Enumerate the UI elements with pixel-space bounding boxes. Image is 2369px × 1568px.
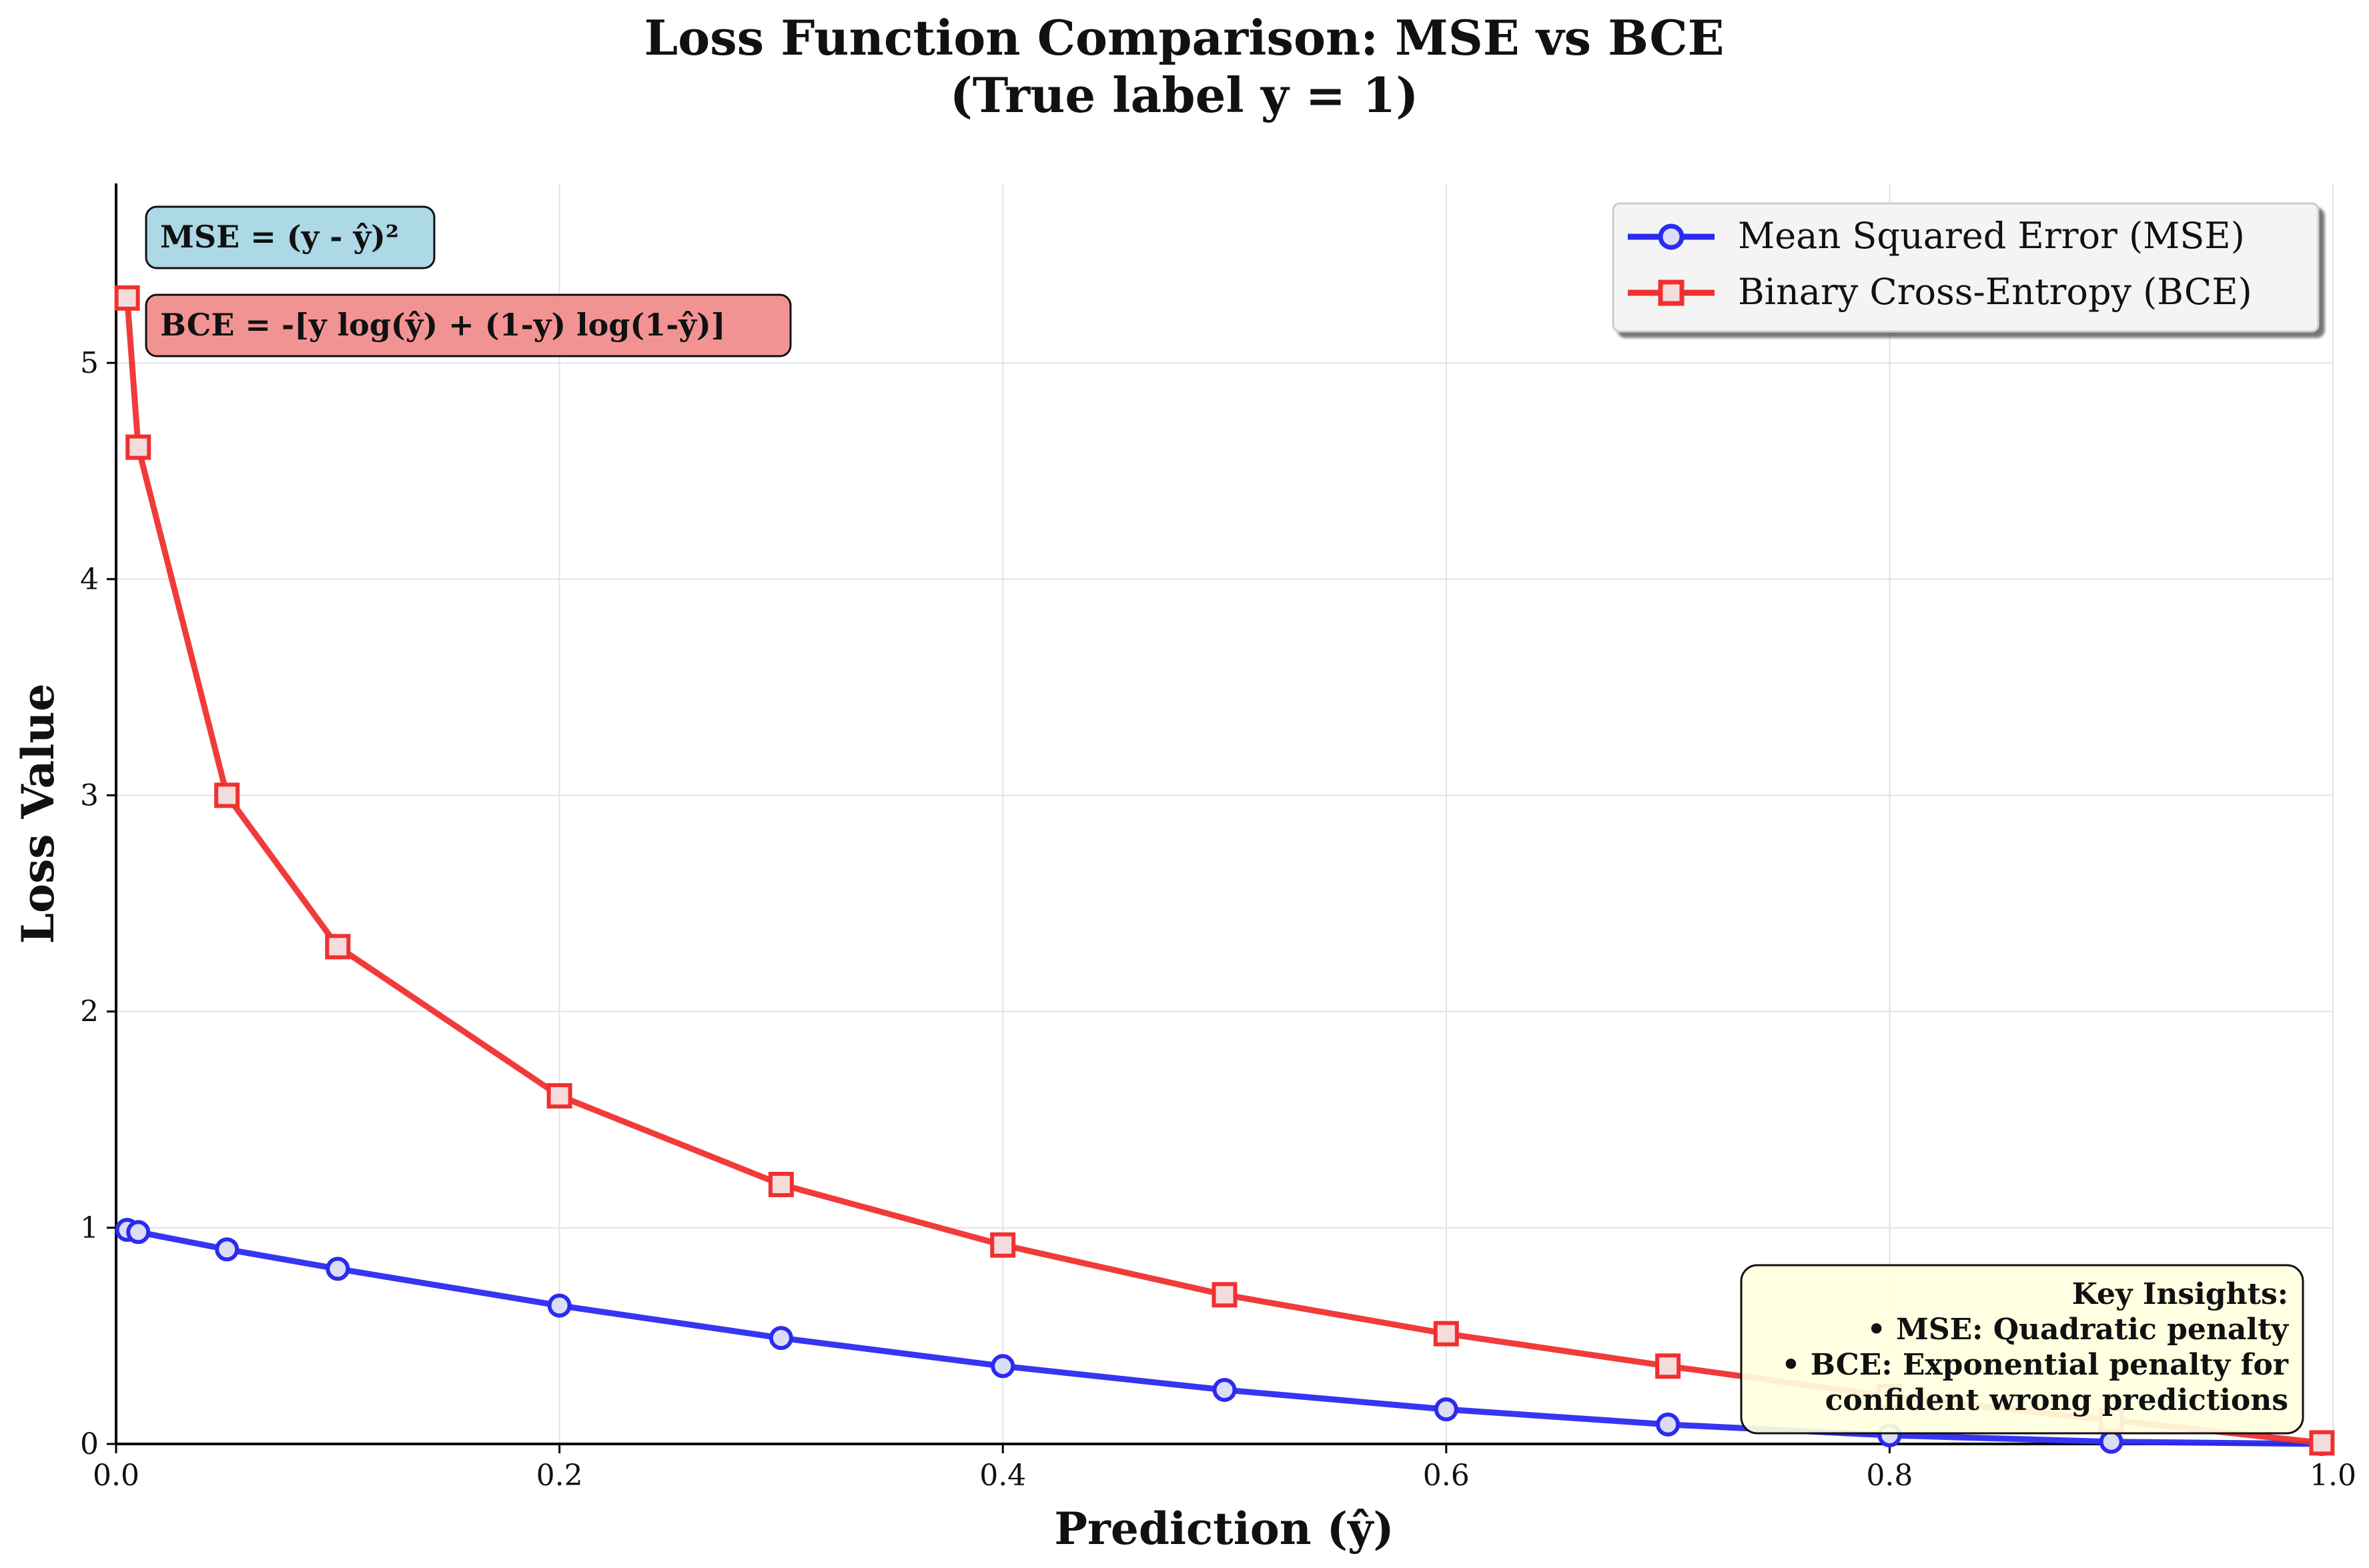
bce-formula-text: BCE = -[y log(ŷ) + (1-y) log(1-ŷ)] (160, 307, 726, 343)
insights-line-4: confident wrong predictions (1825, 1383, 2288, 1417)
chart-subtitle: (True label y = 1) (950, 67, 1419, 123)
mse-formula-text: MSE = (y - ŷ)² (160, 219, 399, 255)
y-axis-ticks: 0 1 2 3 4 5 (80, 346, 116, 1461)
legend-mse-label: Mean Squared Error (MSE) (1738, 215, 2245, 257)
y-tick-label: 4 (80, 562, 99, 596)
y-tick-label: 1 (80, 1211, 99, 1245)
bce-point (1433, 1321, 1459, 1347)
insights-box: Key Insights: • MSE: Quadratic penalty •… (1740, 1264, 2304, 1435)
mse-point (547, 1293, 572, 1318)
bce-point (990, 1232, 1016, 1258)
mse-point (326, 1257, 350, 1281)
legend: Mean Squared Error (MSE) Binary Cross-En… (1612, 202, 2320, 333)
bce-point (1655, 1353, 1681, 1379)
mse-point (1434, 1397, 1458, 1422)
y-tick-label: 0 (80, 1427, 99, 1461)
bce-point (768, 1171, 794, 1197)
chart-title: Loss Function Comparison: MSE vs BCE (644, 9, 1724, 66)
y-axis-label: Loss Value (12, 684, 64, 944)
mse-point (1212, 1377, 1237, 1402)
mse-point (2099, 1429, 2123, 1454)
x-axis-ticks: 0.0 0.2 0.4 0.6 0.8 1.0 (93, 1444, 2356, 1493)
bce-point (125, 434, 151, 460)
x-tick-label: 0.4 (979, 1459, 1026, 1493)
x-tick-label: 0.0 (93, 1459, 139, 1493)
bce-point (214, 782, 240, 808)
mse-point (1656, 1412, 1681, 1437)
bce-point (325, 934, 351, 960)
series-mse (115, 1218, 2334, 1456)
legend-mse-marker (1658, 223, 1685, 250)
legend-bce-label: Binary Cross-Entropy (BCE) (1738, 271, 2252, 313)
x-tick-label: 0.2 (536, 1459, 583, 1493)
grid-lines (115, 183, 2334, 1445)
mse-formula-box: MSE = (y - ŷ)² (145, 205, 436, 269)
mse-point (215, 1237, 240, 1262)
bce-point (2309, 1430, 2335, 1456)
insights-line-3: • BCE: Exponential penalty for (1781, 1348, 2288, 1382)
bce-point (114, 285, 140, 311)
legend-bce-marker (1658, 279, 1685, 306)
y-tick-label: 3 (80, 778, 99, 812)
insights-line-2: • MSE: Quadratic penalty (1867, 1313, 2290, 1347)
bce-point (546, 1083, 572, 1109)
x-tick-label: 0.6 (1423, 1459, 1470, 1493)
x-tick-label: 1.0 (2310, 1459, 2356, 1493)
bce-point (1212, 1282, 1238, 1308)
insights-line-1: Key Insights: (2072, 1277, 2288, 1311)
x-tick-label: 0.8 (1866, 1459, 1913, 1493)
x-axis-label: Prediction (ŷ) (1054, 1503, 1394, 1555)
bce-formula-box: BCE = -[y log(ŷ) + (1-y) log(1-ŷ)] (145, 293, 792, 357)
y-tick-label: 5 (80, 346, 99, 380)
y-tick-label: 2 (80, 995, 99, 1029)
mse-point (991, 1354, 1015, 1379)
mse-point (126, 1220, 151, 1245)
mse-point (769, 1326, 793, 1351)
